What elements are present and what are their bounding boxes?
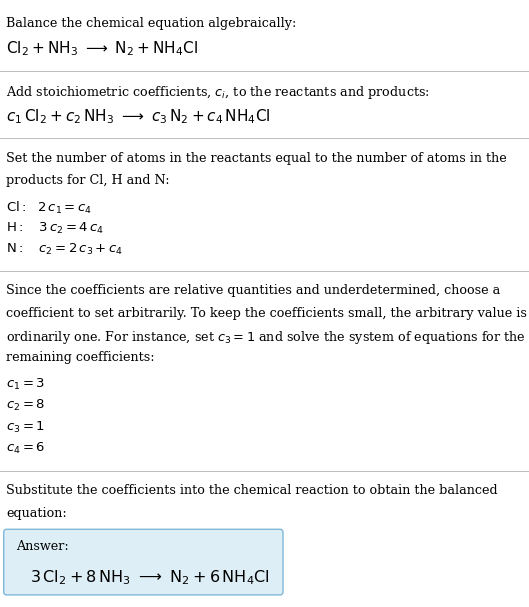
Text: $\mathrm{Cl:} \ \ 2\,c_1 = c_4$: $\mathrm{Cl:} \ \ 2\,c_1 = c_4$ bbox=[6, 200, 93, 216]
Text: ordinarily one. For instance, set $c_3 = 1$ and solve the system of equations fo: ordinarily one. For instance, set $c_3 =… bbox=[6, 329, 526, 346]
Text: $c_4 = 6$: $c_4 = 6$ bbox=[6, 441, 45, 456]
Text: Set the number of atoms in the reactants equal to the number of atoms in the: Set the number of atoms in the reactants… bbox=[6, 152, 507, 164]
Text: Since the coefficients are relative quantities and underdetermined, choose a: Since the coefficients are relative quan… bbox=[6, 284, 500, 297]
Text: $\mathrm{H:} \ \ \ 3\,c_2 = 4\,c_4$: $\mathrm{H:} \ \ \ 3\,c_2 = 4\,c_4$ bbox=[6, 221, 104, 236]
Text: $c_1\,\mathrm{Cl_2} + c_2\,\mathrm{NH_3} \ \longrightarrow \ c_3\,\mathrm{N_2} +: $c_1\,\mathrm{Cl_2} + c_2\,\mathrm{NH_3}… bbox=[6, 107, 271, 126]
Text: products for Cl, H and N:: products for Cl, H and N: bbox=[6, 174, 170, 187]
Text: $\mathrm{N:} \ \ \ c_2 = 2\,c_3 + c_4$: $\mathrm{N:} \ \ \ c_2 = 2\,c_3 + c_4$ bbox=[6, 242, 124, 257]
Text: coefficient to set arbitrarily. To keep the coefficients small, the arbitrary va: coefficient to set arbitrarily. To keep … bbox=[6, 307, 527, 319]
Text: Substitute the coefficients into the chemical reaction to obtain the balanced: Substitute the coefficients into the che… bbox=[6, 484, 498, 497]
FancyBboxPatch shape bbox=[4, 529, 283, 595]
Text: $c_2 = 8$: $c_2 = 8$ bbox=[6, 398, 45, 413]
Text: $3\,\mathrm{Cl_2} + 8\,\mathrm{NH_3} \ \longrightarrow \ \mathrm{N_2} + 6\,\math: $3\,\mathrm{Cl_2} + 8\,\mathrm{NH_3} \ \… bbox=[30, 568, 270, 587]
Text: Add stoichiometric coefficients, $c_i$, to the reactants and products:: Add stoichiometric coefficients, $c_i$, … bbox=[6, 84, 430, 101]
Text: remaining coefficients:: remaining coefficients: bbox=[6, 351, 155, 364]
Text: $c_3 = 1$: $c_3 = 1$ bbox=[6, 419, 45, 435]
Text: Answer:: Answer: bbox=[16, 540, 69, 552]
Text: Balance the chemical equation algebraically:: Balance the chemical equation algebraica… bbox=[6, 17, 297, 30]
Text: $\mathrm{Cl_2 + NH_3 \ \longrightarrow \ N_2 + NH_4Cl}$: $\mathrm{Cl_2 + NH_3 \ \longrightarrow \… bbox=[6, 39, 198, 58]
Text: equation:: equation: bbox=[6, 507, 67, 520]
Text: $c_1 = 3$: $c_1 = 3$ bbox=[6, 377, 45, 392]
